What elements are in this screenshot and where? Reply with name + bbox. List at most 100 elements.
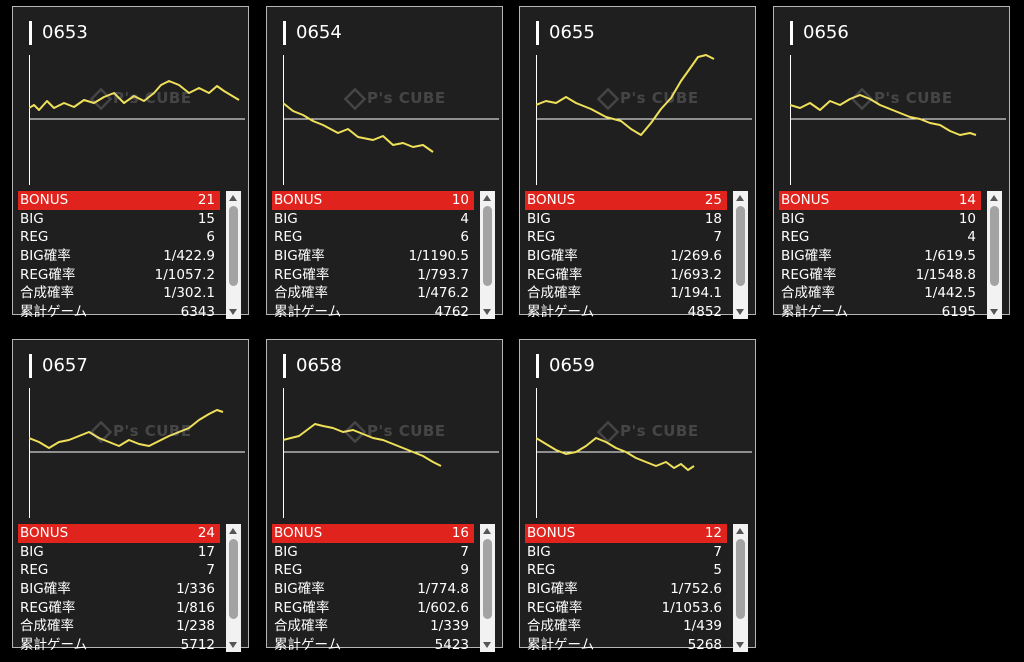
scroll-down-arrow-icon[interactable] — [990, 309, 998, 315]
scroll-up-arrow-icon[interactable] — [229, 528, 237, 534]
slump-graph-svg — [536, 388, 752, 518]
value-total-games: 5423 — [434, 637, 469, 654]
row-big: BIG 18 — [525, 210, 727, 229]
stats-scrollbar[interactable] — [226, 524, 241, 652]
machine-card-0659[interactable]: 0659 P's CUBE BONUS 12 BIG 7 REG 5 BIG確率 1/7… — [519, 339, 756, 653]
row-combined-rate: 合成確率 1/238 — [18, 617, 220, 636]
row-bonus: BONUS 12 — [525, 524, 727, 543]
scroll-up-arrow-icon[interactable] — [483, 195, 491, 201]
row-reg: REG 7 — [525, 228, 727, 247]
row-reg-rate: REG確率 1/602.6 — [272, 599, 474, 618]
machine-card-0656[interactable]: 0656 P's CUBE BONUS 14 BIG 10 REG 4 BIG確率 1/… — [773, 6, 1010, 320]
row-reg-rate: REG確率 1/1548.8 — [779, 266, 981, 285]
stats-list[interactable]: BONUS 16 BIG 7 REG 9 BIG確率 1/774.8 REG確率 1/60… — [272, 524, 496, 655]
slump-graph: P's CUBE — [536, 386, 752, 518]
value-big: 10 — [958, 210, 976, 227]
machine-card-0658[interactable]: 0658 P's CUBE BONUS 16 BIG 7 REG 9 BIG確率 1/7… — [266, 339, 503, 653]
label-bonus: BONUS — [781, 192, 830, 208]
value-big-rate: 1/619.5 — [924, 248, 976, 265]
scroll-thumb[interactable] — [736, 539, 745, 619]
machine-card-0655[interactable]: 0655 P's CUBE BONUS 25 BIG 18 REG 7 BIG確率 1/… — [519, 6, 756, 320]
machine-card-0657[interactable]: 0657 P's CUBE BONUS 24 BIG 17 REG 7 BIG確率 1/… — [12, 339, 249, 653]
machine-number: 0654 — [283, 21, 342, 45]
label-big-rate: BIG確率 — [20, 581, 71, 598]
value-total-games: 5268 — [687, 637, 722, 654]
stats-scrollbar[interactable] — [480, 191, 495, 319]
label-total-games: 累計ゲーム — [781, 304, 849, 321]
value-total-games: 5712 — [180, 637, 215, 654]
value-combined-rate: 1/238 — [176, 618, 215, 635]
value-total-games: 6195 — [941, 304, 976, 321]
scroll-down-arrow-icon[interactable] — [483, 642, 491, 648]
machine-card-0653[interactable]: 0653 P's CUBE BONUS 21 BIG 15 REG 6 BIG確率 1/… — [12, 6, 249, 320]
slump-graph: P's CUBE — [29, 53, 245, 185]
stats-list[interactable]: BONUS 10 BIG 4 REG 6 BIG確率 1/1190.5 REG確率 1/7… — [272, 191, 496, 322]
scroll-thumb[interactable] — [229, 539, 238, 619]
stats-list[interactable]: BONUS 21 BIG 15 REG 6 BIG確率 1/422.9 REG確率 1/1… — [18, 191, 242, 322]
scroll-up-arrow-icon[interactable] — [990, 195, 998, 201]
row-big-rate: BIG確率 1/1190.5 — [272, 247, 474, 266]
stats-list[interactable]: BONUS 14 BIG 10 REG 4 BIG確率 1/619.5 REG確率 1/1… — [779, 191, 1003, 322]
value-big-rate: 1/752.6 — [670, 581, 722, 598]
slump-graph-svg — [283, 388, 499, 518]
row-big: BIG 10 — [779, 210, 981, 229]
label-reg: REG — [274, 229, 303, 246]
label-combined-rate: 合成確率 — [781, 285, 835, 302]
stats-scrollbar[interactable] — [733, 191, 748, 319]
label-big-rate: BIG確率 — [527, 581, 578, 598]
scroll-up-arrow-icon[interactable] — [736, 195, 744, 201]
value-big-rate: 1/269.6 — [670, 248, 722, 265]
label-big-rate: BIG確率 — [527, 248, 578, 265]
scroll-down-arrow-icon[interactable] — [229, 309, 237, 315]
scroll-up-arrow-icon[interactable] — [483, 528, 491, 534]
stats-list[interactable]: BONUS 12 BIG 7 REG 5 BIG確率 1/752.6 REG確率 1/10… — [525, 524, 749, 655]
row-reg: REG 5 — [525, 561, 727, 580]
stats-scrollbar[interactable] — [987, 191, 1002, 319]
stats-scrollbar[interactable] — [480, 524, 495, 652]
scroll-up-arrow-icon[interactable] — [736, 528, 744, 534]
row-combined-rate: 合成確率 1/439 — [525, 617, 727, 636]
scroll-thumb[interactable] — [483, 206, 492, 286]
value-reg-rate: 1/1057.2 — [154, 266, 215, 283]
stats-list[interactable]: BONUS 25 BIG 18 REG 7 BIG確率 1/269.6 REG確率 1/6… — [525, 191, 749, 322]
row-reg: REG 6 — [272, 228, 474, 247]
label-reg: REG — [781, 229, 810, 246]
label-combined-rate: 合成確率 — [274, 618, 328, 635]
label-reg-rate: REG確率 — [527, 599, 583, 616]
scroll-down-arrow-icon[interactable] — [736, 642, 744, 648]
label-total-games: 累計ゲーム — [527, 304, 595, 321]
scroll-thumb[interactable] — [736, 206, 745, 286]
value-bonus: 24 — [197, 525, 215, 541]
label-big: BIG — [20, 210, 44, 227]
label-reg-rate: REG確率 — [274, 599, 330, 616]
scroll-down-arrow-icon[interactable] — [736, 309, 744, 315]
row-bonus: BONUS 25 — [525, 191, 727, 210]
row-big-rate: BIG確率 1/269.6 — [525, 247, 727, 266]
slump-graph-svg — [29, 55, 245, 185]
slump-line — [283, 423, 442, 467]
value-big-rate: 1/1190.5 — [408, 248, 469, 265]
scroll-thumb[interactable] — [483, 539, 492, 619]
scroll-down-arrow-icon[interactable] — [229, 642, 237, 648]
scroll-down-arrow-icon[interactable] — [483, 309, 491, 315]
value-big-rate: 1/422.9 — [163, 248, 215, 265]
stats-scrollbar[interactable] — [226, 191, 241, 319]
row-total-games: 累計ゲーム 4762 — [272, 303, 474, 322]
label-reg-rate: REG確率 — [274, 266, 330, 283]
stats-scrollbar[interactable] — [733, 524, 748, 652]
scroll-up-arrow-icon[interactable] — [229, 195, 237, 201]
machine-card-0654[interactable]: 0654 P's CUBE BONUS 10 BIG 4 REG 6 BIG確率 1/1… — [266, 6, 503, 320]
slump-line — [29, 409, 224, 449]
slump-graph-svg — [790, 55, 1006, 185]
label-big-rate: BIG確率 — [274, 248, 325, 265]
slump-graph: P's CUBE — [283, 53, 499, 185]
scroll-thumb[interactable] — [990, 206, 999, 286]
row-combined-rate: 合成確率 1/194.1 — [525, 284, 727, 303]
row-reg-rate: REG確率 1/1057.2 — [18, 266, 220, 285]
slump-line — [790, 94, 977, 136]
label-reg-rate: REG確率 — [527, 266, 583, 283]
label-bonus: BONUS — [20, 192, 69, 208]
stats-list[interactable]: BONUS 24 BIG 17 REG 7 BIG確率 1/336 REG確率 1/816… — [18, 524, 242, 655]
row-combined-rate: 合成確率 1/476.2 — [272, 284, 474, 303]
scroll-thumb[interactable] — [229, 206, 238, 286]
